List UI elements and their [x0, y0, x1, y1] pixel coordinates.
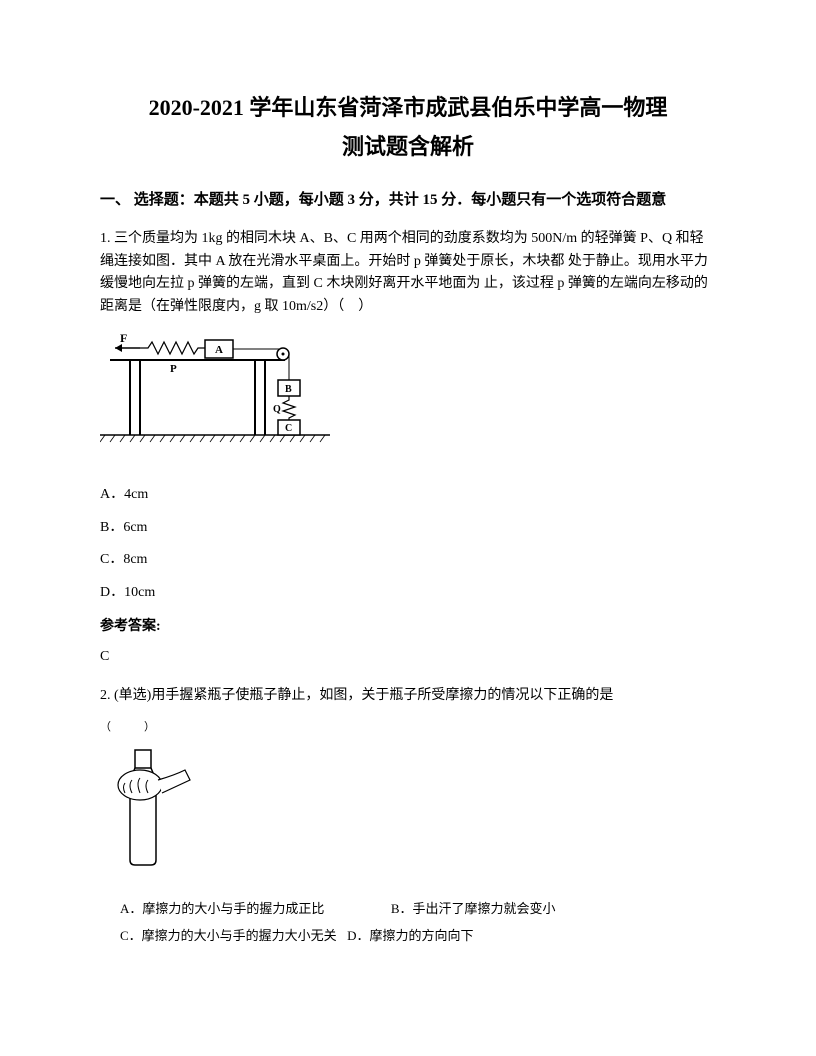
document-title-line1: 2020-2021 学年山东省菏泽市成武县伯乐中学高一物理 [100, 90, 716, 125]
question-2-diagram [100, 745, 716, 883]
document-title-line2: 测试题含解析 [100, 129, 716, 164]
question-2-blank: （ ） [100, 719, 716, 737]
q1-option-b: B．6cm [100, 517, 716, 539]
question-1-text: 1. 三个质量均为 1kg 的相同木块 A、B、C 用两个相同的劲度系数均为 5… [100, 228, 716, 318]
q2-option-b: B．手出汗了摩擦力就会变小 [391, 901, 556, 916]
q1-option-d: D．10cm [100, 582, 716, 604]
svg-text:F: F [120, 331, 127, 345]
svg-text:C: C [285, 423, 292, 434]
q2-option-a: A．摩擦力的大小与手的握力成正比 [120, 901, 324, 916]
svg-text:Q: Q [273, 404, 281, 415]
svg-text:A: A [215, 344, 223, 356]
svg-text:P: P [170, 363, 177, 375]
section-header: 一、 选择题：本题共 5 小题，每小题 3 分，共计 15 分．每小题只有一个选… [100, 188, 716, 212]
q2-option-c: C．摩擦力的大小与手的握力大小无关 [120, 928, 337, 943]
q1-answer-label: 参考答案: [100, 616, 716, 638]
q1-option-c: C．8cm [100, 549, 716, 571]
question-1-diagram: F P A B Q C [100, 330, 716, 468]
q2-options-row1: A．摩擦力的大小与手的握力成正比 B．手出汗了摩擦力就会变小 [120, 899, 716, 920]
q1-answer: C [100, 646, 716, 668]
q2-options-row2: C．摩擦力的大小与手的握力大小无关 D．摩擦力的方向向下 [120, 926, 716, 947]
q1-option-a: A．4cm [100, 484, 716, 506]
q2-option-d: D．摩擦力的方向向下 [347, 928, 473, 943]
question-2-text: 2. (单选)用手握紧瓶子使瓶子静止，如图，关于瓶子所受摩擦力的情况以下正确的是 [100, 685, 716, 707]
svg-text:B: B [285, 384, 292, 395]
